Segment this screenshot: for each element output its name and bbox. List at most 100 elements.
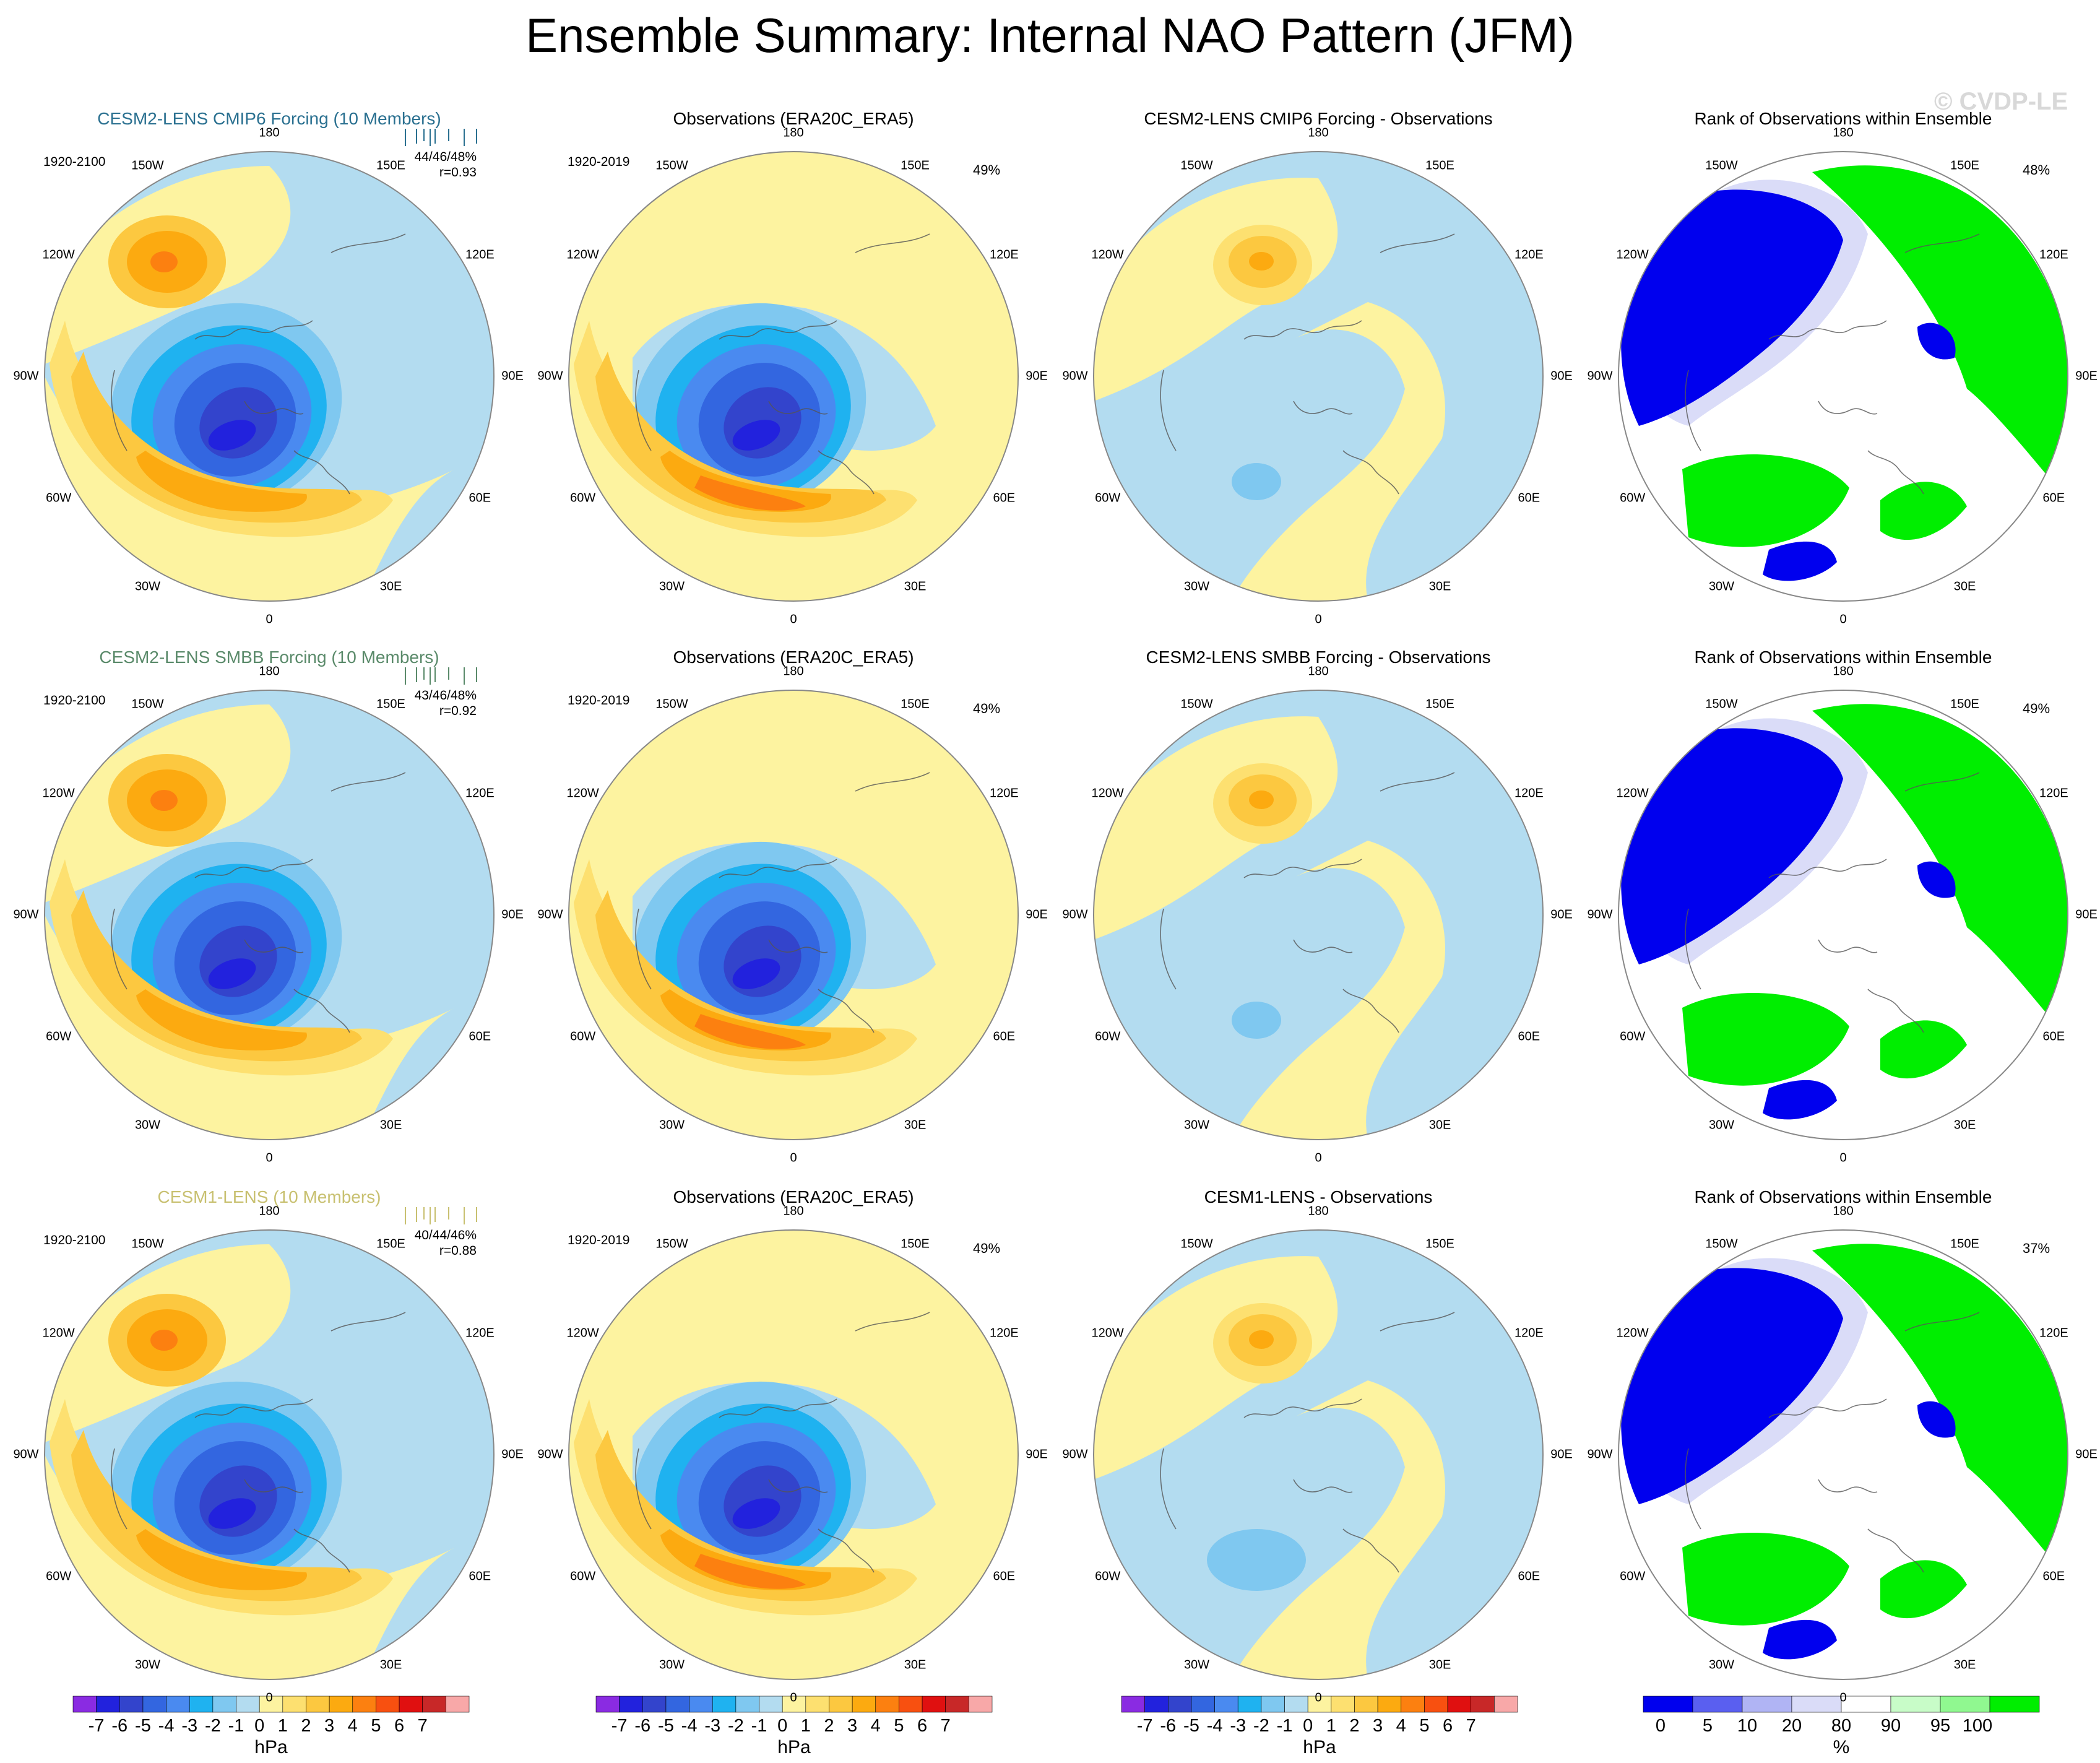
map-panel-r3-c4 — [1618, 1229, 2068, 1680]
colorbar-tick-label: 4 — [1396, 1716, 1406, 1736]
meridian-label: 150E — [901, 158, 930, 173]
meridian-label: 60W — [1095, 1029, 1121, 1043]
meridian-label: 120E — [1514, 1326, 1544, 1340]
meridian-label: 150W — [1180, 697, 1213, 711]
colorbar-swatch — [352, 1696, 376, 1713]
colorbar-swatch — [1494, 1696, 1518, 1713]
map-panel-r2-c2 — [568, 690, 1019, 1140]
coastline — [635, 772, 930, 1033]
rank-blue-south — [1763, 1619, 1837, 1660]
meridian-label: 30E — [904, 579, 927, 594]
meridian-label: 0 — [1315, 1691, 1322, 1705]
meridian-label: 0 — [1315, 1151, 1322, 1165]
colorbar-swatch — [829, 1696, 853, 1713]
colorbar-tick-label: -1 — [1276, 1716, 1293, 1736]
ensemble-range-ticks — [405, 1207, 477, 1224]
meridian-label: 0 — [790, 1691, 797, 1705]
diff-yellow-central — [1232, 841, 1445, 1140]
period-label: 1920-2019 — [568, 155, 630, 169]
colorbar-tick-label: -2 — [204, 1716, 221, 1736]
meridian-label: 60W — [46, 1029, 72, 1043]
colorbar-swatch — [899, 1696, 923, 1713]
rank-green-europe — [1880, 482, 1967, 540]
colorbar-swatch — [782, 1696, 806, 1713]
panel-title: CESM1-LENS - Observations — [1204, 1187, 1433, 1206]
colorbar-tick-label: -3 — [1230, 1716, 1247, 1736]
main-title: Ensemble Summary: Internal NAO Pattern (… — [525, 8, 1575, 63]
meridian-label: 120E — [989, 786, 1019, 800]
coastline — [635, 233, 930, 495]
colorbar-swatch — [595, 1696, 620, 1713]
map-panel-r1-c3 — [1093, 151, 1544, 602]
colorbar-swatch — [1791, 1696, 1842, 1713]
colorbar-swatch — [665, 1696, 689, 1713]
map-panel-r3-c1 — [44, 1229, 495, 1680]
meridian-label: 150W — [655, 697, 688, 711]
colorbar-tick-label: 5 — [371, 1716, 381, 1736]
correlation-stat: r=0.93 — [439, 165, 477, 180]
meridian-label: 180 — [1308, 1204, 1329, 1218]
rank-percent: 37% — [2023, 1241, 2050, 1256]
meridian-label: 30E — [1953, 1658, 1976, 1672]
meridian-label: 90E — [1550, 1447, 1573, 1462]
panel-title: Observations (ERA20C_ERA5) — [673, 109, 914, 128]
meridian-label: 150E — [376, 1237, 405, 1251]
meridian-label: 150W — [1180, 158, 1213, 173]
colorbar-swatch — [1643, 1696, 1693, 1713]
meridian-label: 120W — [566, 248, 599, 261]
colorbar-swatch — [1191, 1696, 1215, 1713]
meridian-label: 60E — [993, 1029, 1016, 1043]
colorbar-tick-label: -4 — [681, 1716, 698, 1736]
diff-yellow-central — [1232, 302, 1445, 601]
colorbar-tick-label: 4 — [870, 1716, 881, 1736]
variance-percent: 49% — [973, 701, 1001, 716]
meridian-label: 60W — [1620, 1029, 1646, 1043]
meridian-label: 0 — [266, 1151, 273, 1165]
meridian-label: 0 — [790, 1151, 797, 1165]
colorbar-tick-label: 2 — [301, 1716, 311, 1736]
low-contour-6 — [208, 420, 256, 451]
variance-stats: 40/44/46% — [414, 1228, 477, 1242]
meridian-label: 60E — [2042, 1029, 2065, 1043]
colorbar-unit: hPa — [777, 1737, 811, 1757]
map-panel-r2-c1 — [44, 690, 495, 1140]
panel-title: CESM2-LENS CMIP6 Forcing - Observations — [1144, 109, 1493, 128]
diff-low — [1232, 1002, 1281, 1039]
pacific-high-3 — [150, 790, 178, 811]
rank-green-atlantic — [1682, 454, 1849, 547]
meridian-label: 120E — [989, 1326, 1019, 1340]
colorbar-swatch — [189, 1696, 214, 1713]
colorbar-tick-label: 3 — [1373, 1716, 1383, 1736]
colorbar-swatch — [852, 1696, 876, 1713]
coastline — [635, 1312, 930, 1573]
colorbar-swatch — [735, 1696, 759, 1713]
high-band-3 — [136, 1529, 307, 1590]
map-border — [568, 690, 1019, 1140]
meridian-label: 0 — [266, 612, 273, 626]
colorbar-swatch — [1890, 1696, 1941, 1713]
pacific-high-3 — [150, 251, 178, 272]
colorbar-tick-label: -6 — [1160, 1716, 1177, 1736]
colorbar-tick-label: 5 — [1702, 1716, 1713, 1736]
meridian-label: 30E — [1428, 579, 1451, 594]
colorbar-swatch — [1354, 1696, 1378, 1713]
colorbar-tick-label: -2 — [1253, 1716, 1269, 1736]
colorbar-swatch — [1307, 1696, 1332, 1713]
meridian-label: 90W — [1062, 369, 1088, 383]
colorbar-tick-label: 0 — [1303, 1716, 1313, 1736]
meridian-label: 90E — [1026, 907, 1048, 922]
meridian-label: 30E — [1953, 1118, 1976, 1132]
colorbar-tick-label: 5 — [894, 1716, 904, 1736]
colorbar-unit: % — [1833, 1737, 1850, 1757]
rank-green-east — [1812, 704, 2068, 1039]
meridian-label: 60E — [993, 1569, 1016, 1583]
coastline — [1685, 233, 1980, 495]
correlation-stat: r=0.88 — [439, 1244, 477, 1258]
meridian-label: 120E — [465, 1326, 495, 1340]
meridian-label: 60W — [1095, 491, 1121, 505]
diff-low — [1232, 463, 1281, 500]
colorbar-swatch — [96, 1696, 120, 1713]
colorbar-tick-label: 3 — [324, 1716, 335, 1736]
coastline — [111, 1312, 406, 1573]
